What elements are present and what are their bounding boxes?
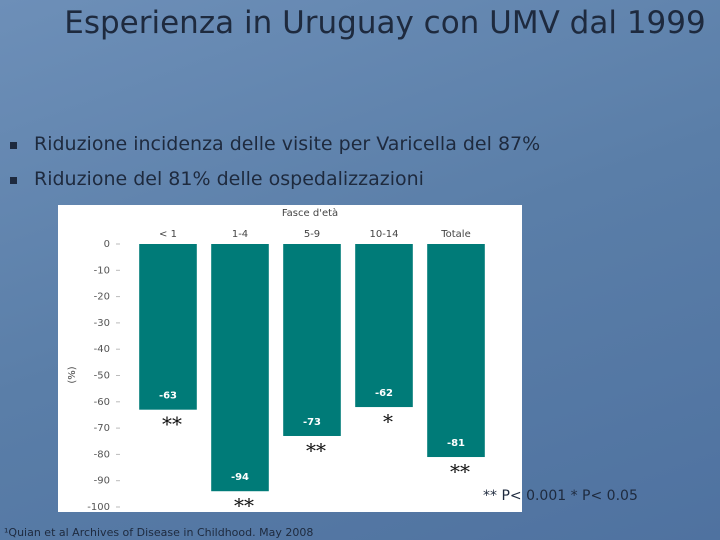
- bar: [283, 244, 341, 436]
- x-tick-label: Totale: [440, 229, 471, 240]
- bar: [427, 244, 485, 458]
- bullet-text: Riduzione del 81% delle ospedalizzazioni: [34, 168, 424, 190]
- y-tick-label: -50: [94, 371, 110, 382]
- value-label: -94: [231, 472, 249, 483]
- significance-marker: **: [306, 438, 326, 462]
- significance-marker: *: [383, 410, 393, 434]
- significance-note: ** P< 0.001 * P< 0.05: [483, 488, 638, 504]
- y-tick-label: -30: [94, 318, 110, 329]
- significance-marker: **: [234, 494, 254, 518]
- value-label: -62: [375, 388, 393, 399]
- y-tick-label: 0: [104, 239, 110, 250]
- slide-title: Esperienza in Uruguay con UMV dal 1999: [64, 5, 706, 41]
- y-tick-label: -60: [94, 397, 110, 408]
- y-tick-label: -80: [94, 449, 110, 460]
- value-label: -81: [447, 438, 465, 449]
- significance-marker: **: [162, 412, 182, 436]
- y-tick-label: -40: [94, 344, 110, 355]
- bullet: Riduzione del 81% delle ospedalizzazioni: [10, 168, 424, 190]
- x-tick-label: 1-4: [232, 229, 248, 240]
- value-label: -63: [159, 391, 177, 402]
- y-axis-title: (%): [67, 366, 78, 383]
- x-tick-label: 5-9: [304, 229, 320, 240]
- x-tick-label: 10-14: [369, 229, 398, 240]
- bar: [211, 244, 269, 492]
- bullet-text: Riduzione incidenza delle visite per Var…: [34, 133, 541, 155]
- bar: [355, 244, 413, 408]
- y-tick-label: -70: [94, 423, 110, 434]
- significance-marker: **: [450, 460, 470, 484]
- bar: [139, 244, 197, 410]
- y-tick-label: -20: [94, 292, 110, 303]
- x-axis-title: Fasce d'età: [282, 207, 338, 219]
- bullet: Riduzione incidenza delle visite per Var…: [10, 133, 540, 155]
- y-tick-label: -100: [87, 502, 110, 513]
- y-tick-label: -10: [94, 265, 110, 276]
- x-tick-label: < 1: [159, 229, 177, 240]
- footnote: ¹Quian et al Archives of Disease in Chil…: [4, 526, 313, 539]
- y-tick-label: -90: [94, 476, 110, 487]
- value-label: -73: [303, 417, 321, 428]
